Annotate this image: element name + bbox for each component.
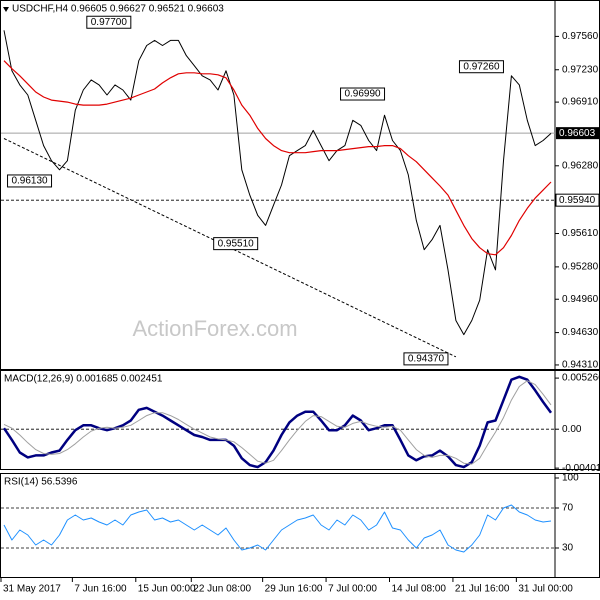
annotation-box [403, 352, 449, 366]
x-tick-label: 14 Jul 08:00 [392, 584, 447, 595]
x-tick-label: 15 Jun 00:00 [138, 584, 196, 595]
level-label: 0.95940 [559, 195, 596, 206]
annotation-label: 0.97700 [91, 17, 128, 28]
series-line [3, 504, 552, 553]
x-tick-label: 31 Jul 00:00 [518, 584, 573, 595]
x-tick-label: 21 Jul 16:00 [455, 584, 510, 595]
annotation-label: 0.97260 [463, 61, 500, 72]
title-icon [3, 7, 9, 12]
y-tick-label: 0.97560 [562, 31, 599, 42]
annotation-label: 0.95510 [218, 238, 255, 249]
annotation-box [458, 60, 504, 74]
series-line [2, 375, 553, 469]
series-line [3, 60, 552, 256]
level-label-box [555, 193, 600, 207]
x-tick-label: 7 Jul 00:00 [328, 584, 377, 595]
panel-title: MACD(12,26,9) 0.001685 0.002451 [4, 374, 163, 385]
x-tick-label: 7 Jun 16:00 [74, 584, 127, 595]
last-price-label: 0.96603 [559, 128, 596, 139]
y-tick-label: 0.94310 [562, 360, 599, 371]
panel-title: USDCHF,H4 0.96605 0.96627 0.96521 0.9660… [12, 4, 224, 15]
annotation-label: 0.94370 [408, 354, 445, 365]
annotation-box [7, 174, 53, 188]
x-tick-label: 29 Jun 16:00 [265, 584, 323, 595]
annotation-label: 0.96130 [11, 176, 48, 187]
last-price-box [556, 127, 599, 140]
watermark: ActionForex.com [132, 316, 297, 341]
y-tick-label: 30 [562, 543, 574, 554]
y-tick-label: 0.96910 [562, 97, 599, 108]
y-tick-label: 0.95280 [562, 262, 599, 273]
y-tick-label: 0.94960 [562, 294, 599, 305]
y-tick-label: 0.005266 [562, 373, 600, 384]
y-tick-label: 0.96280 [562, 160, 599, 171]
y-tick-label: 0.97230 [562, 64, 599, 75]
panel-title: RSI(14) 56.5396 [4, 477, 78, 488]
annotation-box [213, 237, 259, 251]
y-tick-label: 0.00 [562, 424, 582, 435]
series-line [3, 380, 552, 465]
x-tick-label: 22 Jun 08:00 [193, 584, 251, 595]
y-tick-label: 70 [562, 503, 574, 514]
y-tick-label: -0.004011 [562, 463, 600, 474]
annotation-box [86, 15, 132, 29]
annotation-box [340, 87, 386, 101]
y-tick-label: 0.95610 [562, 228, 599, 239]
series-line [3, 30, 552, 336]
y-tick-label: 0.94630 [562, 327, 599, 338]
annotation-label: 0.96990 [344, 89, 381, 100]
x-tick-label: 31 May 2017 [3, 584, 61, 595]
y-tick-label: 100 [562, 473, 579, 484]
